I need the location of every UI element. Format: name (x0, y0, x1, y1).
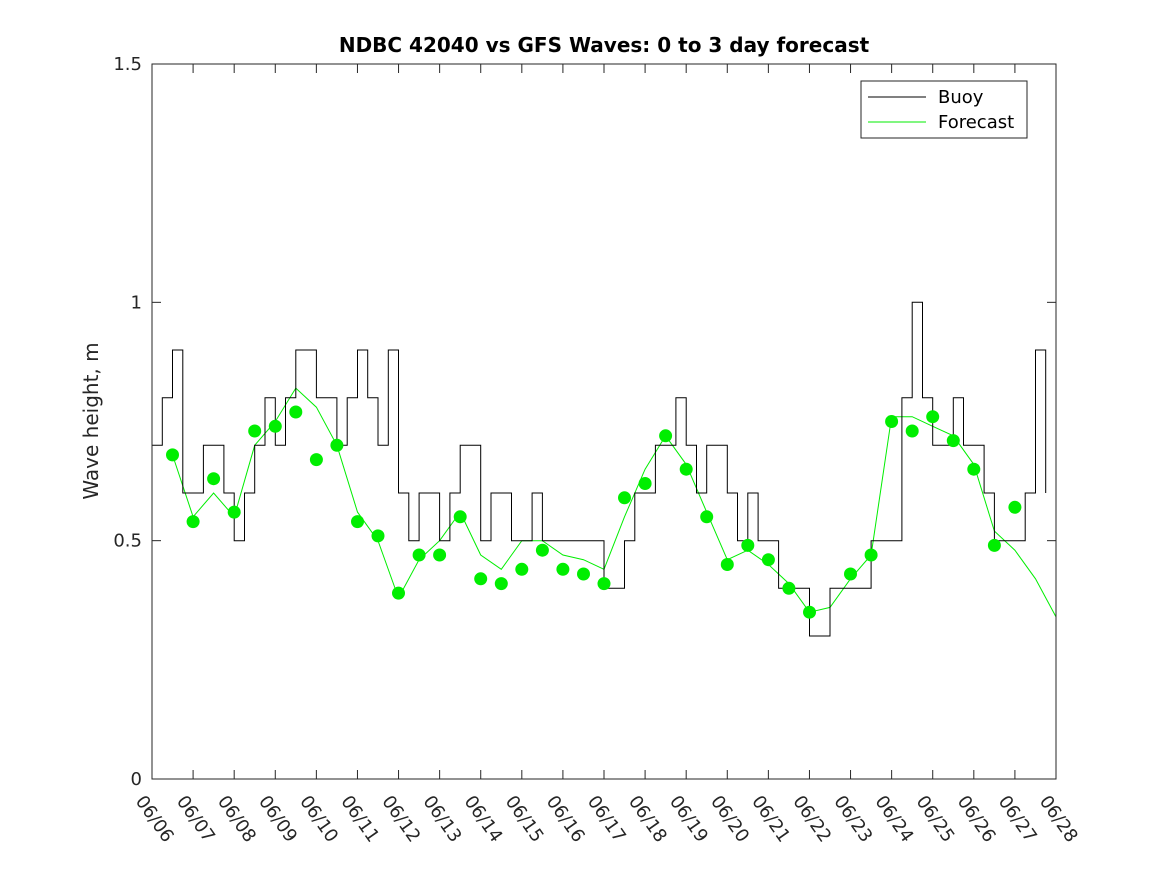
forecast-marker (412, 548, 426, 562)
buoy-series-line (152, 301, 1047, 637)
forecast-marker (761, 553, 775, 567)
forecast-marker (392, 586, 405, 600)
chart-title: NDBC 42040 vs GFS Waves: 0 to 3 day fore… (339, 33, 870, 57)
forecast-marker (618, 491, 631, 505)
forecast-marker (268, 419, 282, 433)
forecast-marker (638, 477, 652, 490)
forecast-marker (186, 515, 200, 529)
forecast-marker (885, 415, 899, 428)
forecast-marker (227, 505, 241, 519)
forecast-marker (741, 538, 755, 552)
forecast-marker (782, 581, 796, 595)
legend: Buoy Forecast (860, 80, 1028, 139)
forecast-marker (926, 410, 940, 424)
forecast-marker (987, 538, 1001, 552)
forecast-marker (309, 453, 323, 467)
y-axis: 0 0.5 1 1.5 (113, 54, 1056, 790)
y-tick-label: 0 (131, 769, 142, 790)
forecast-marker (453, 510, 467, 524)
forecast-marker (494, 577, 508, 591)
forecast-marker (207, 472, 221, 486)
forecast-marker (474, 572, 488, 586)
forecast-marker (659, 429, 673, 443)
legend-buoy-label: Buoy (938, 87, 984, 108)
forecast-marker (371, 529, 385, 543)
forecast-marker (248, 424, 262, 438)
forecast-marker (289, 405, 303, 419)
forecast-marker (803, 605, 816, 619)
y-tick-label: 1.5 (113, 54, 142, 75)
legend-box (860, 80, 1028, 139)
forecast-layer (172, 387, 1057, 618)
forecast-marker (556, 562, 570, 576)
forecast-marker (720, 558, 734, 571)
forecast-marker (535, 543, 549, 557)
forecast-marker (330, 438, 344, 452)
forecast-marker (597, 577, 611, 591)
y-axis-label: Wave height, m (79, 342, 103, 499)
forecast-marker (679, 462, 693, 476)
forecast-marker (515, 562, 529, 576)
buoy-layer (152, 301, 1047, 637)
plot-area (151, 63, 1057, 780)
forecast-marker (1008, 500, 1022, 514)
forecast-marker (967, 462, 981, 476)
forecast-marker (700, 510, 714, 524)
marker-layer (166, 405, 1022, 619)
forecast-marker (577, 567, 590, 581)
forecast-marker (433, 548, 447, 562)
forecast-marker (166, 448, 179, 462)
forecast-series-line (172, 387, 1057, 618)
forecast-marker (946, 434, 960, 448)
y-tick-label: 0.5 (113, 531, 142, 552)
forecast-marker (864, 548, 878, 562)
y-tick-label: 1 (131, 292, 142, 313)
forecast-marker (905, 424, 919, 438)
forecast-marker (844, 567, 857, 581)
legend-forecast-label: Forecast (938, 112, 1014, 133)
forecast-marker (351, 515, 364, 529)
